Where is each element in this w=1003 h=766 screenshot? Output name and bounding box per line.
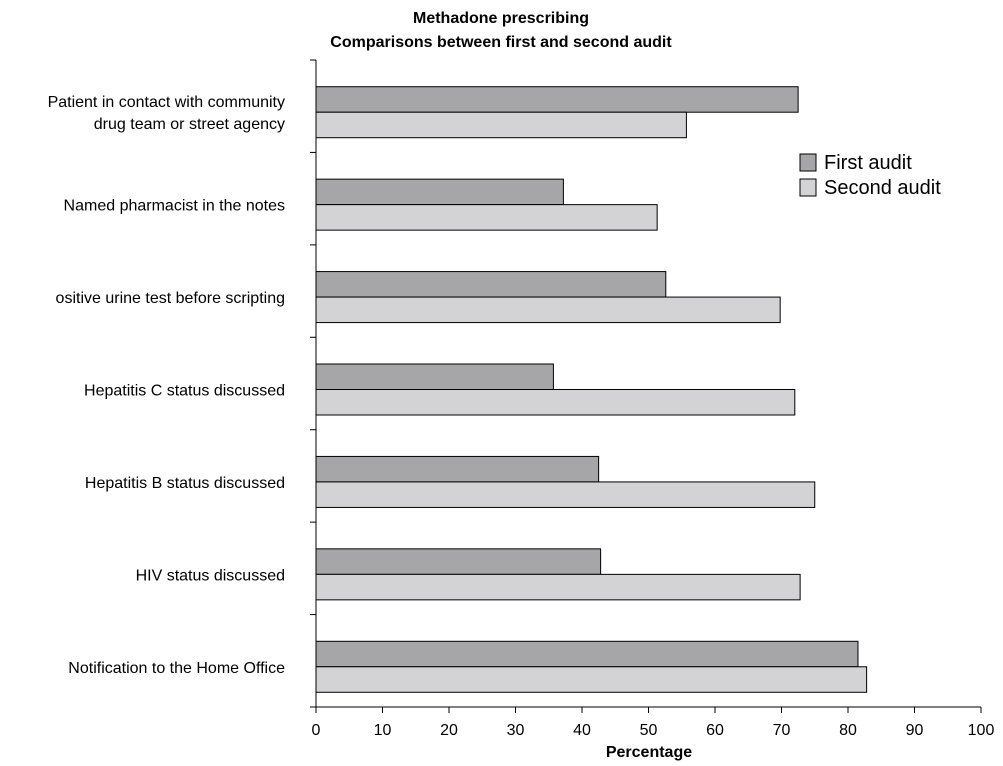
bar-first-audit-6 xyxy=(315,640,859,668)
bar-first-audit-0 xyxy=(315,86,799,113)
chart-subtitle: Comparisons between first and second aud… xyxy=(330,34,672,51)
bar-second-audit-5 xyxy=(315,573,801,601)
x-tick-label-2: 20 xyxy=(440,722,458,739)
category-label-5: HIV status discussed xyxy=(136,567,285,584)
x-tick-label-4: 40 xyxy=(573,722,591,739)
bar-first-audit-2 xyxy=(315,271,667,298)
x-tick-label-1: 10 xyxy=(374,722,392,739)
category-label-1: Named pharmacist in the notes xyxy=(64,198,285,215)
x-tick-label-6: 60 xyxy=(706,722,724,739)
bar-second-audit-6 xyxy=(315,666,868,693)
bar-second-audit-2 xyxy=(315,296,781,324)
bar-second-audit-4 xyxy=(315,481,816,508)
bar-first-audit-5 xyxy=(315,548,602,575)
x-tick-label-7: 70 xyxy=(773,722,791,739)
legend-label-second-audit: Second audit xyxy=(824,177,941,199)
category-label-0: Patient in contact with community drug te… xyxy=(48,94,285,133)
category-label-4: Hepatitis B status discussed xyxy=(85,475,285,492)
x-tick-label-8: 80 xyxy=(839,722,857,739)
category-label-2: ositive urine test before scripting xyxy=(56,290,285,307)
plot-area: Patient in contact with community drug te… xyxy=(48,59,995,739)
bar-second-audit-1 xyxy=(315,204,658,231)
x-tick-label-9: 90 xyxy=(906,722,924,739)
bar-second-audit-0 xyxy=(315,111,687,139)
bar-second-audit-3 xyxy=(315,389,796,416)
legend: First audit Second audit xyxy=(799,152,941,199)
bar-first-audit-1 xyxy=(315,178,564,206)
legend-label-first-audit: First audit xyxy=(824,152,912,174)
x-tick-label-0: 0 xyxy=(312,722,321,739)
category-label-3: Hepatitis C status discussed xyxy=(84,383,285,400)
x-tick-label-5: 50 xyxy=(640,722,658,739)
bar-first-audit-4 xyxy=(315,455,600,483)
x-tick-label-3: 30 xyxy=(507,722,525,739)
x-axis-label: Percentage xyxy=(606,744,692,761)
legend-swatch-second-audit xyxy=(799,178,817,197)
x-tick-label-10: 100 xyxy=(968,722,995,739)
legend-swatch-first-audit xyxy=(799,153,817,172)
category-label-6: Notification to the Home Office xyxy=(68,660,285,677)
bar-first-audit-3 xyxy=(315,363,554,390)
chart-title: Methadone prescribing xyxy=(413,10,589,27)
